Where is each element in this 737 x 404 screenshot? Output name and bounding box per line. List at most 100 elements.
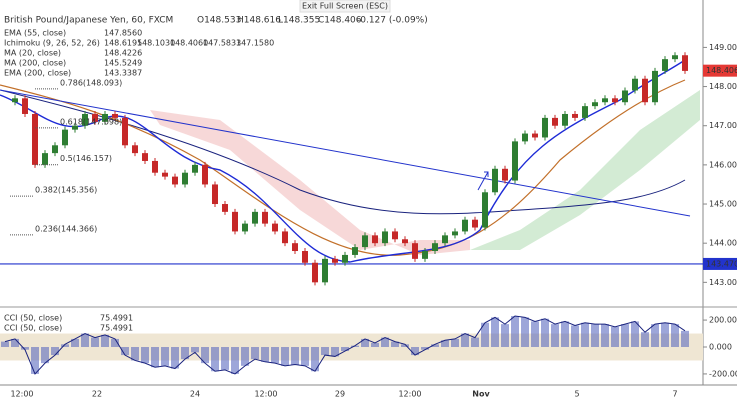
candle (682, 55, 688, 71)
cci-bar (661, 322, 669, 347)
x-tick-label: 12:00 (254, 390, 277, 399)
cci-bar (211, 347, 219, 372)
cci-tick-label: 200.000 (709, 316, 737, 325)
cci-bar (131, 347, 139, 361)
support-tag (703, 257, 737, 270)
candle (352, 247, 358, 255)
cci-bar (411, 347, 419, 356)
candle (112, 113, 118, 118)
header-text: C148.406 (318, 16, 362, 26)
candle (62, 129, 68, 146)
cci-bar (71, 338, 79, 347)
candle (202, 164, 208, 185)
candle (662, 59, 668, 71)
cci-bar (671, 324, 679, 347)
y-tick-label: 148.000 (709, 82, 737, 91)
cci-value: 75.4991 (100, 324, 133, 333)
candle (652, 70, 658, 103)
candle (412, 243, 418, 259)
exit-fullscreen-label[interactable]: Exit Full Screen (ESC) (302, 2, 388, 11)
cci-bar (431, 344, 439, 347)
cci-bar (291, 347, 299, 365)
candle (532, 133, 538, 138)
x-tick-label: 24 (190, 390, 200, 399)
cci-bar (191, 347, 199, 353)
candle (502, 168, 508, 181)
candle (672, 55, 678, 60)
cci-bar (111, 338, 119, 347)
candle (122, 117, 128, 146)
candle (312, 262, 318, 283)
cci-bar (161, 347, 169, 366)
candle (212, 184, 218, 205)
candle (372, 235, 378, 244)
cci-bar (121, 347, 129, 356)
cci-bar (221, 347, 229, 370)
ichimoku-cloud (150, 90, 700, 255)
candle (602, 98, 608, 103)
cci-bar (681, 330, 689, 347)
x-tick-label: 29 (335, 390, 345, 399)
candle (572, 113, 578, 118)
candle (472, 219, 478, 228)
cci-bar (481, 322, 489, 347)
support-label: 143.470 (706, 259, 737, 268)
candle (292, 243, 298, 252)
header-text: British Pound/Japanese Yen, 60, FXCM (4, 16, 173, 26)
candle (432, 243, 438, 252)
cci-bar (101, 334, 109, 347)
cci-bar (611, 326, 619, 347)
candle (32, 113, 38, 165)
y-tick-label: 144.000 (709, 239, 737, 248)
header-text: -0.127 (-0.09%) (357, 16, 428, 26)
cci-bar (231, 347, 239, 374)
candle (402, 239, 408, 244)
cci-bar (301, 347, 309, 366)
cci-bar (341, 347, 349, 352)
cci-bar (441, 340, 449, 347)
last-price-label: 148.406 (706, 66, 737, 75)
cci-bar (11, 338, 19, 347)
candle (12, 98, 18, 103)
candle (582, 106, 588, 118)
cci-name: CCI (50, close) (4, 324, 62, 333)
candle (332, 258, 338, 263)
cci-bar (591, 324, 599, 347)
candle (342, 254, 348, 263)
indicator-value: 147.8560 (104, 29, 142, 38)
candle (612, 98, 618, 103)
candle (82, 113, 88, 126)
arrow (477, 171, 489, 191)
indicator-value: 148.4226 (104, 49, 142, 58)
candle (272, 223, 278, 232)
cci-bar (361, 338, 369, 347)
candle (162, 172, 168, 177)
exit-fullscreen[interactable] (299, 0, 391, 13)
candle (232, 211, 238, 232)
candle (592, 102, 598, 107)
cci-bar (151, 347, 159, 368)
cci-bar (321, 347, 329, 356)
candle (522, 133, 528, 142)
x-tick-label: 12:00 (10, 390, 33, 399)
cci-bar (581, 322, 589, 347)
candle (22, 98, 28, 114)
candle (322, 258, 328, 283)
candle (42, 153, 48, 165)
cci-bar (251, 347, 259, 360)
candle (142, 153, 148, 161)
cci-bar (561, 321, 569, 347)
candle (282, 231, 288, 244)
cci-bar (461, 333, 469, 347)
cci-bar (651, 324, 659, 347)
candle (422, 251, 428, 259)
candle (622, 90, 628, 103)
candle (552, 117, 558, 126)
candle (72, 125, 78, 130)
candle (492, 168, 498, 193)
y-tick-label: 143.000 (709, 278, 737, 287)
cci-bar (51, 347, 59, 356)
cci-bar (41, 347, 49, 364)
cci-tick-label: 0.000 (709, 343, 732, 352)
cci-bar (491, 317, 499, 347)
